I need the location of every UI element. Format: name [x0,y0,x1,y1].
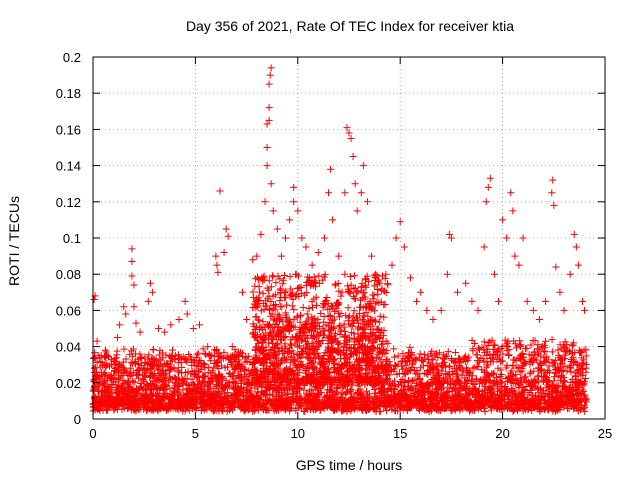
noise-point [399,350,407,358]
noise-point [543,353,551,361]
noise-point [481,407,489,415]
noise-point [497,371,505,379]
noise-point [265,339,273,347]
noise-point [556,376,564,384]
noise-point [561,351,569,359]
noise-point [94,387,102,395]
noise-point [167,353,175,361]
noise-point [143,381,151,389]
noise-point [145,351,153,359]
noise-point [230,353,238,361]
data-points [89,64,590,416]
noise-point [103,376,111,384]
noise-point [548,348,556,356]
noise-point [228,352,236,360]
noise-point [210,346,218,354]
noise-point [516,342,524,350]
noise-point [489,370,497,378]
noise-point [582,352,590,360]
noise-point [527,368,535,376]
noise-point [296,342,304,350]
noise-point [542,337,550,345]
noise-point [537,360,545,368]
noise-point [490,341,498,349]
noise-point [468,376,476,384]
noise-point [390,345,398,353]
noise-point [444,348,452,356]
noise-point [568,342,576,350]
noise-point [435,349,443,357]
noise-point [102,348,110,356]
noise-point [499,350,507,358]
noise-point [199,345,207,353]
noise-point [505,373,513,381]
noise-point [502,375,510,383]
noise-point [494,364,502,372]
noise-point [127,358,135,366]
noise-point [515,364,523,372]
noise-point [527,341,535,349]
noise-point [389,379,397,387]
noise-point [243,357,251,365]
noise-point [451,349,459,357]
noise-point [166,385,174,393]
noise-point [478,379,486,387]
noise-point [582,375,590,383]
noise-point [480,358,488,366]
noise-point [517,374,525,382]
noise-point [372,389,380,397]
noise-point [387,381,395,389]
noise-point [210,364,218,372]
noise-point [220,390,228,398]
noise-point [491,341,499,349]
noise-point [473,392,481,400]
noise-point [474,363,482,371]
noise-point [521,344,529,352]
noise-point [135,374,143,382]
noise-point [551,373,559,381]
noise-point [561,362,569,370]
noise-point [468,336,476,344]
